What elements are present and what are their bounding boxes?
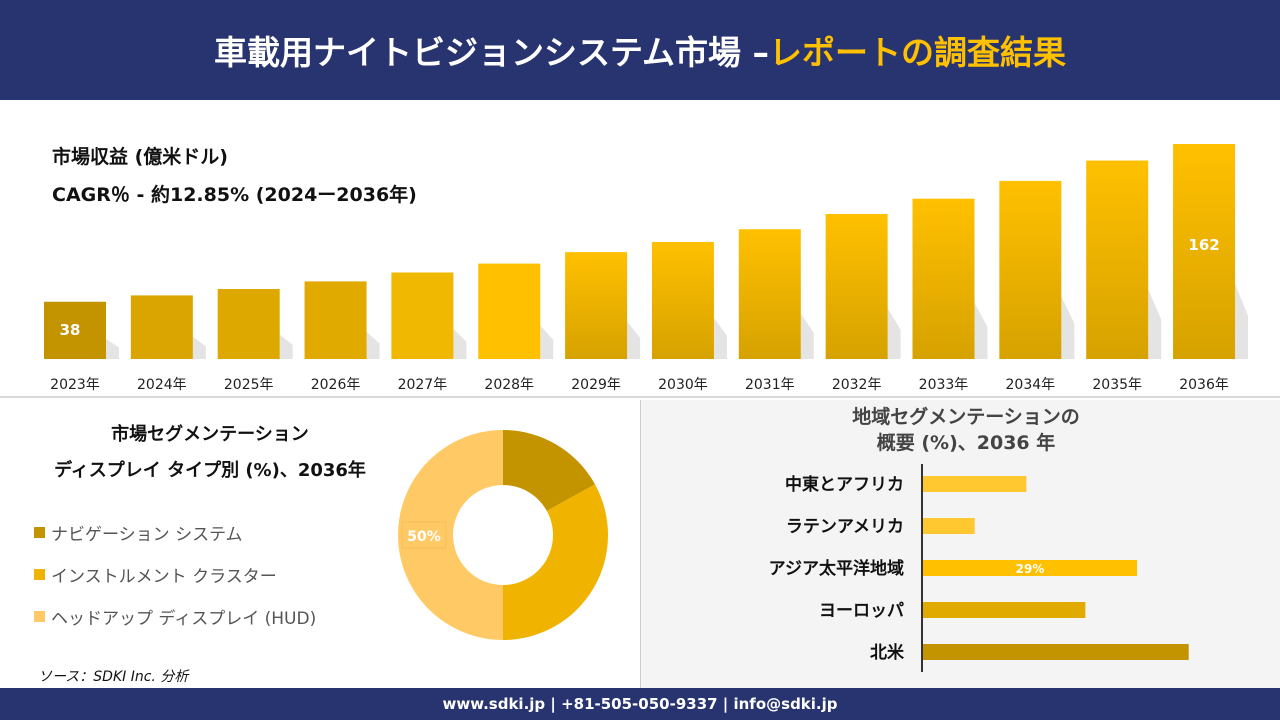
x-tick-label: 2027年 — [398, 377, 448, 393]
bar — [912, 198, 975, 359]
x-tick-label: 2026年 — [311, 377, 361, 393]
bar-shadow — [540, 325, 554, 359]
bar-shadow — [106, 338, 119, 359]
legend-swatch — [34, 611, 45, 622]
title-main: 車載用ナイトビジョンシステム市場 – — [214, 33, 769, 72]
bar-shadow — [713, 318, 727, 359]
legend-label: インストルメント クラスター — [51, 567, 277, 587]
chart-title: 市場収益 (億米ドル) — [52, 146, 228, 168]
data-label: 50% — [407, 529, 441, 545]
donut-slice — [398, 430, 503, 640]
region-title-1: 地域セグメンテーションの — [852, 406, 1080, 428]
bar — [565, 252, 628, 359]
region-bars: 29% — [921, 464, 1189, 672]
bar — [738, 229, 801, 359]
bar — [478, 263, 541, 359]
bar-shadow — [1235, 283, 1249, 359]
x-tick-label: 2031年 — [745, 377, 795, 393]
x-tick-label: 2023年 — [50, 377, 100, 393]
data-label: 29% — [1016, 562, 1045, 576]
bar — [999, 180, 1062, 359]
bar-shadow — [279, 334, 293, 359]
data-label: 162 — [1188, 236, 1219, 254]
region-bar — [923, 560, 1138, 576]
bar — [651, 241, 714, 359]
legend-label: ヘッドアップ ディスプレイ (HUD) — [51, 609, 317, 629]
region-label: ラテンアメリカ — [785, 517, 904, 537]
bar-shadow — [366, 331, 380, 359]
bar — [44, 301, 106, 359]
x-tick-label: 2029年 — [571, 377, 621, 393]
x-tick-label: 2036年 — [1179, 377, 1229, 393]
region-label: アジア太平洋地域 — [768, 559, 904, 579]
data-label: 38 — [60, 321, 81, 339]
legend-item: ヘッドアップ ディスプレイ (HUD) — [34, 604, 316, 629]
x-tick-label: 2030年 — [658, 377, 708, 393]
regional-segment: 地域セグメンテーションの 概要 (%)、2036 年 中東とアフリカ ラテンアメリ… — [640, 400, 1280, 688]
x-tick-label: 2028年 — [484, 377, 534, 393]
region-bar — [923, 602, 1086, 618]
footer-contact: www.sdki.jp | +81-505-050-9337 | info@sd… — [0, 688, 1280, 720]
bar-shadow — [974, 302, 988, 359]
region-label: 中東とアフリカ — [785, 475, 904, 495]
x-tick-label: 2035年 — [1092, 377, 1142, 393]
segment-title-1: 市場セグメンテーション — [111, 424, 309, 445]
bar-shadow — [800, 313, 814, 359]
legend-label: ナビゲーション システム — [51, 525, 243, 545]
region-label: 北米 — [870, 643, 904, 663]
title-accent: レポートの調査結果 — [769, 33, 1066, 72]
x-tick-label: 2034年 — [1006, 377, 1056, 393]
bar — [217, 289, 280, 359]
data-label-box — [401, 521, 447, 549]
region-bar — [923, 644, 1189, 660]
x-tick-label: 2033年 — [919, 377, 969, 393]
bar-shadow — [192, 336, 206, 359]
cagr-subtitle: CAGR％ - 約12.85% (2024ー2036年) — [52, 184, 417, 206]
x-tick-label: 2024年 — [137, 377, 187, 393]
bar-shadow — [627, 321, 641, 359]
region-bar — [923, 476, 1027, 492]
legend-swatch — [34, 527, 45, 538]
bar — [1173, 144, 1236, 359]
region-label: ヨーロッパ — [819, 601, 904, 621]
bar-shadow — [1148, 289, 1162, 359]
x-tick-label: 2032年 — [832, 377, 882, 393]
x-tick-label: 2025年 — [224, 377, 274, 393]
source-note: ソース：SDKI Inc. 分析 — [38, 669, 189, 685]
revenue-chart: 市場収益 (億米ドル) CAGR％ - 約12.85% (2024ー2036年)… — [0, 100, 1280, 398]
bar-shadow — [1061, 296, 1075, 359]
bar — [130, 295, 193, 359]
bar — [391, 272, 454, 359]
region-title-2: 概要 (%)、2036 年 — [876, 432, 1056, 454]
segment-title-2: ディスプレイ タイプ別 (%)、2036年 — [54, 460, 366, 481]
bar-shadow — [887, 308, 901, 359]
bar — [825, 213, 888, 359]
region-bar — [923, 518, 975, 534]
legend-item: インストルメント クラスター — [34, 562, 277, 587]
legend-item: ナビゲーション システム — [34, 520, 243, 545]
donut-chart: 50% — [398, 430, 609, 640]
legend-swatch — [34, 569, 45, 580]
bar — [1086, 160, 1149, 359]
donut-slice — [503, 484, 609, 640]
bar-shadow — [453, 328, 467, 359]
bar — [304, 281, 367, 359]
page-header: 車載用ナイトビジョンシステム市場 – レポートの調査結果 — [0, 0, 1280, 100]
display-type-segment: 市場セグメンテーション ディスプレイ タイプ別 (%)、2036年 ナビゲーショ… — [0, 400, 640, 688]
donut-slice — [503, 430, 596, 511]
revenue-bars: 2023年 38 2024年 2025年 2026年 2027年 2028年 2029年 203… — [44, 144, 1249, 393]
